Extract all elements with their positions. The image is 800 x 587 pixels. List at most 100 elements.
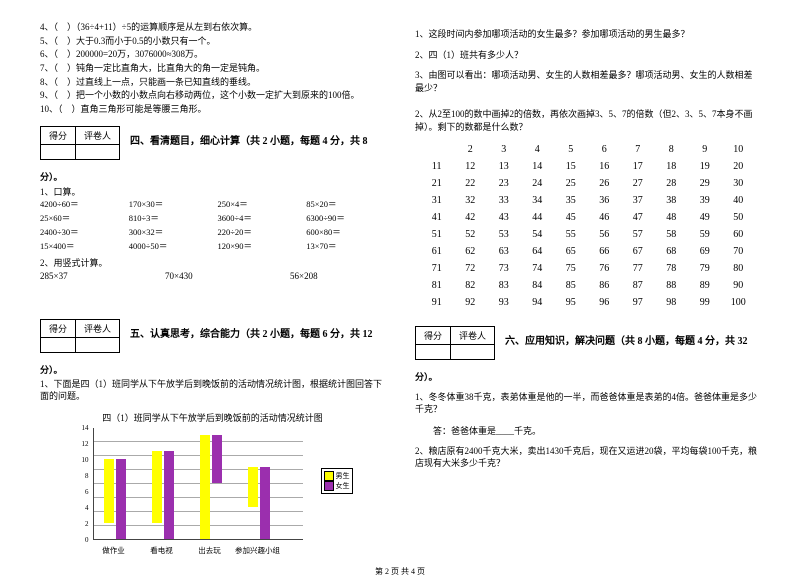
number-cell: 58 bbox=[658, 229, 686, 240]
right-column: 1、这段时间内参加哪项活动的女生最多？参加哪项活动的男生最多？ 2、四（1）班共… bbox=[415, 20, 760, 558]
vertical-label: 2、用竖式计算。 bbox=[40, 256, 385, 269]
number-cell: 19 bbox=[691, 161, 719, 172]
number-cell: 26 bbox=[591, 178, 619, 189]
calc-cell: 250×4＝ bbox=[218, 198, 297, 210]
app-a1: 答：爸爸体重是____千克。 bbox=[433, 424, 760, 437]
number-cell: 71 bbox=[423, 263, 451, 274]
number-cell: 56 bbox=[591, 229, 619, 240]
number-cell: 45 bbox=[557, 212, 585, 223]
number-cell: 36 bbox=[591, 195, 619, 206]
number-cell: 90 bbox=[725, 280, 753, 291]
number-cell: 93 bbox=[490, 297, 518, 308]
calc-cell: 285×37 bbox=[40, 271, 135, 281]
calc-cell: 6300÷90＝ bbox=[306, 212, 385, 224]
number-cell: 39 bbox=[691, 195, 719, 206]
number-cell: 4 bbox=[524, 144, 552, 155]
legend-boy: 男生 bbox=[336, 471, 350, 481]
number-cell: 66 bbox=[591, 246, 619, 257]
number-cell: 24 bbox=[524, 178, 552, 189]
tf-item: 10、（ ）直角三角形可能是等腰三角形。 bbox=[40, 104, 385, 116]
bar-girl bbox=[260, 467, 270, 539]
bar-girl bbox=[212, 435, 222, 483]
oral-label: 1、口算。 bbox=[40, 185, 385, 198]
number-cell: 67 bbox=[624, 246, 652, 257]
tf-item: 4、（ ）（36÷4+11）÷5的运算顺序是从左到右依次算。 bbox=[40, 22, 385, 34]
section-6-tail: 分）。 bbox=[415, 370, 760, 383]
score-box: 得分评卷人 bbox=[415, 326, 495, 360]
calc-cell: 4000÷50＝ bbox=[129, 240, 208, 252]
number-cell: 15 bbox=[557, 161, 585, 172]
number-cell: 100 bbox=[725, 297, 753, 308]
number-cell: 27 bbox=[624, 178, 652, 189]
number-cell: 22 bbox=[457, 178, 485, 189]
number-cell: 91 bbox=[423, 297, 451, 308]
section-6-title: 六、应用知识，解决问题（共 8 小题，每题 4 分，共 32 bbox=[505, 336, 748, 347]
number-cell: 6 bbox=[591, 144, 619, 155]
x-label: 做作业 bbox=[102, 545, 125, 556]
calc-cell: 13×70＝ bbox=[306, 240, 385, 252]
calc-cell: 4200÷60＝ bbox=[40, 198, 119, 210]
number-cell: 99 bbox=[691, 297, 719, 308]
bar-girl bbox=[116, 459, 126, 539]
number-cell: 85 bbox=[557, 280, 585, 291]
number-cell: 53 bbox=[490, 229, 518, 240]
number-cell: 51 bbox=[423, 229, 451, 240]
number-cell: 70 bbox=[725, 246, 753, 257]
grader-label: 评卷人 bbox=[451, 326, 495, 344]
number-cell: 16 bbox=[591, 161, 619, 172]
calc-cell: 810÷3＝ bbox=[129, 212, 208, 224]
left-column: 4、（ ）（36÷4+11）÷5的运算顺序是从左到右依次算。 5、（ ）大于0.… bbox=[40, 20, 385, 558]
number-cell: 79 bbox=[691, 263, 719, 274]
sub-q: 2、四（1）班共有多少人？ bbox=[415, 49, 760, 62]
number-cell: 2 bbox=[457, 144, 485, 155]
number-cell: 62 bbox=[457, 246, 485, 257]
number-cell: 69 bbox=[691, 246, 719, 257]
number-cell: 17 bbox=[624, 161, 652, 172]
number-cell: 64 bbox=[524, 246, 552, 257]
number-cell: 5 bbox=[557, 144, 585, 155]
number-cell: 86 bbox=[591, 280, 619, 291]
section-5-title: 五、认真思考，综合能力（共 2 小题，每题 6 分，共 12 bbox=[130, 329, 373, 340]
number-cell: 94 bbox=[524, 297, 552, 308]
number-cell: 52 bbox=[457, 229, 485, 240]
number-cell: 75 bbox=[557, 263, 585, 274]
number-cell: 40 bbox=[725, 195, 753, 206]
calc-cell: 56×208 bbox=[290, 271, 385, 281]
number-cell: 61 bbox=[423, 246, 451, 257]
score-label: 得分 bbox=[41, 126, 76, 144]
number-cell: 38 bbox=[658, 195, 686, 206]
number-cell: 44 bbox=[524, 212, 552, 223]
number-cell: 31 bbox=[423, 195, 451, 206]
number-cell: 3 bbox=[490, 144, 518, 155]
number-cell: 11 bbox=[423, 161, 451, 172]
number-cell: 88 bbox=[658, 280, 686, 291]
section-4-title: 四、看清题目，细心计算（共 2 小题，每题 4 分，共 8 bbox=[130, 136, 368, 147]
sub-q: 1、这段时间内参加哪项活动的女生最多？参加哪项活动的男生最多？ bbox=[415, 28, 760, 41]
number-cell: 12 bbox=[457, 161, 485, 172]
number-cell: 14 bbox=[524, 161, 552, 172]
calc-cell: 70×430 bbox=[165, 271, 260, 281]
q2-text: 2、从2至100的数中画掉2的倍数，再依次画掉3、5、7的倍数（但2、3、5、7… bbox=[415, 108, 760, 133]
number-cell: 13 bbox=[490, 161, 518, 172]
app-q2: 2、粮店原有2400千克大米，卖出1430千克后，现在又运进20袋，平均每袋10… bbox=[415, 445, 760, 470]
number-cell: 32 bbox=[457, 195, 485, 206]
calc-cell: 15×400＝ bbox=[40, 240, 119, 252]
number-cell: 28 bbox=[658, 178, 686, 189]
number-cell: 68 bbox=[658, 246, 686, 257]
q5-1: 1、下面是四（1）班同学从下午放学后到晚饭前的活动情况统计图，根据统计图回答下面… bbox=[40, 378, 385, 403]
number-cell: 74 bbox=[524, 263, 552, 274]
number-cell: 48 bbox=[658, 212, 686, 223]
number-cell: 43 bbox=[490, 212, 518, 223]
number-cell: 55 bbox=[557, 229, 585, 240]
number-cell: 96 bbox=[591, 297, 619, 308]
number-cell: 41 bbox=[423, 212, 451, 223]
number-cell: 47 bbox=[624, 212, 652, 223]
calc-cell: 300×32＝ bbox=[129, 226, 208, 238]
number-cell: 23 bbox=[490, 178, 518, 189]
vertical-grid: 285×37 70×430 56×208 bbox=[40, 271, 385, 281]
number-cell: 50 bbox=[725, 212, 753, 223]
bar-boy bbox=[104, 459, 114, 523]
number-cell: 37 bbox=[624, 195, 652, 206]
number-cell: 65 bbox=[557, 246, 585, 257]
number-cell: 35 bbox=[557, 195, 585, 206]
